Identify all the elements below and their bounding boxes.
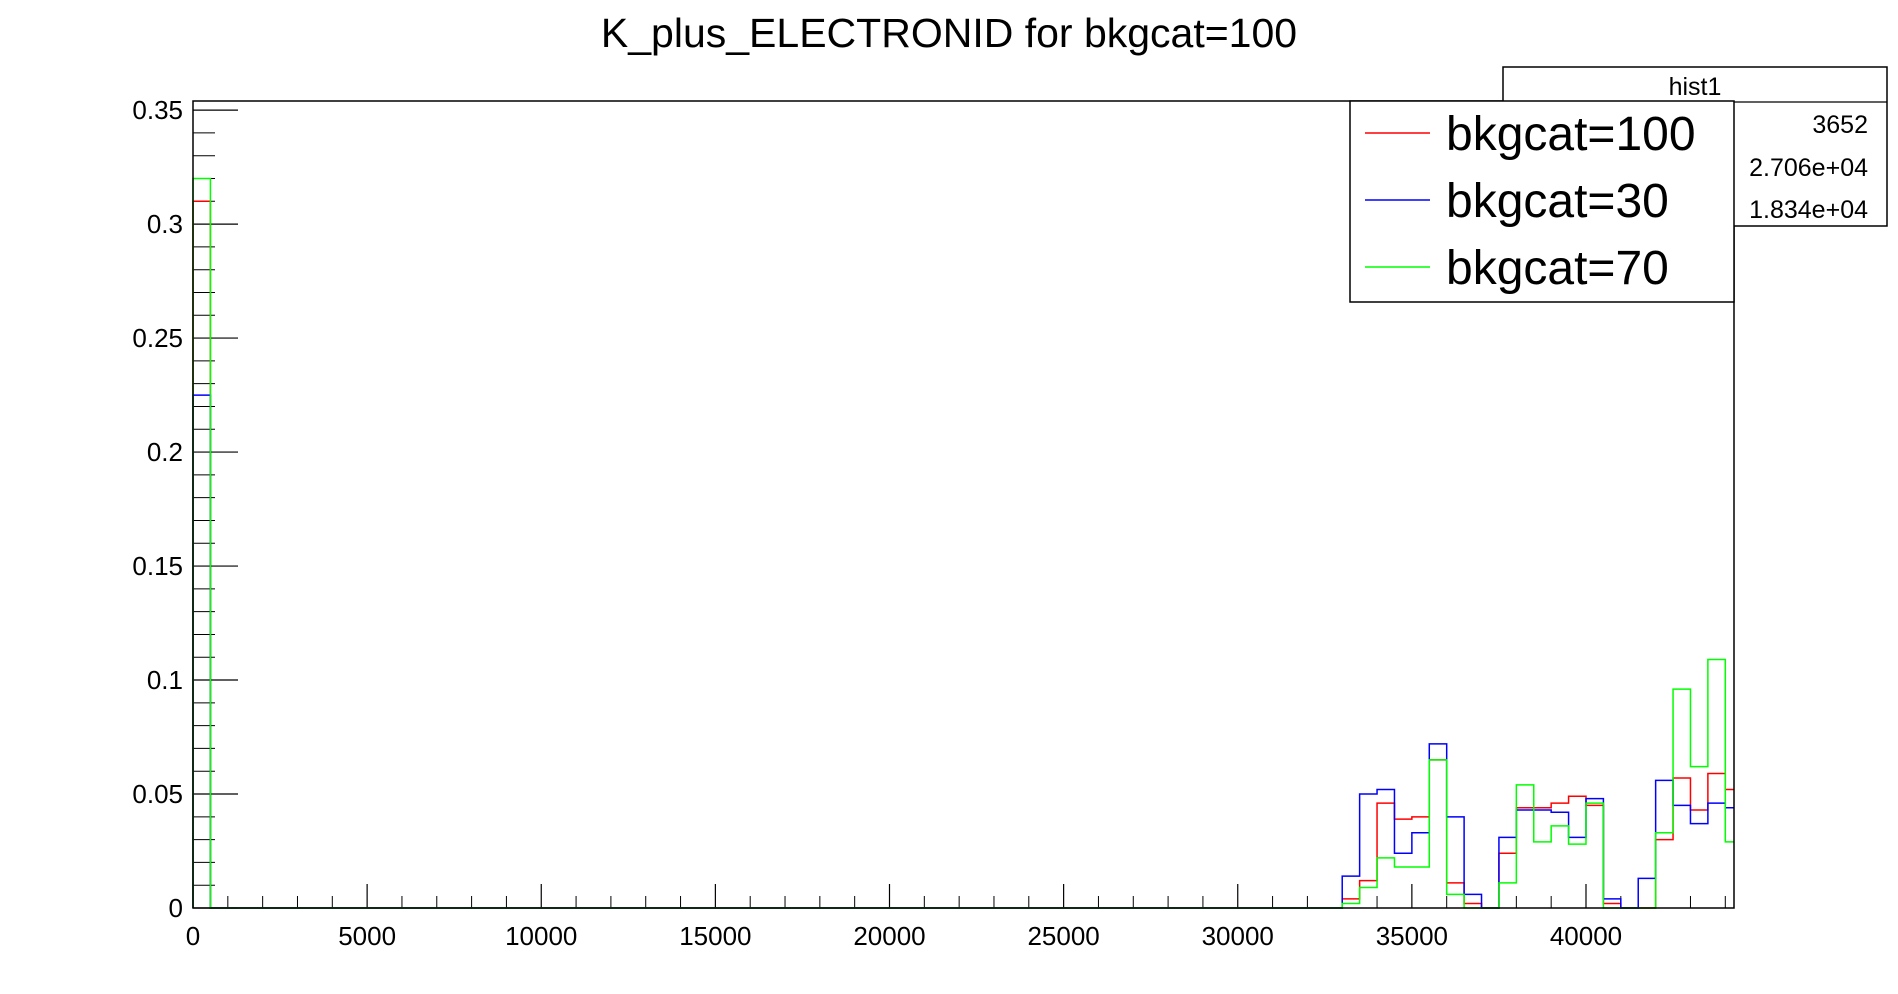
x-tick-label: 0 (186, 921, 200, 951)
legend-frame (1349, 100, 1735, 303)
x-tick-label: 20000 (853, 921, 925, 951)
plot-series (192, 177, 1734, 909)
x-tick-label: 25000 (1027, 921, 1099, 951)
x-tick-label: 5000 (338, 921, 396, 951)
stats-entries-value: 3652 (1812, 111, 1868, 139)
series-line-bkgcat-30 (192, 394, 1734, 909)
stats-box-title: hist1 (1669, 73, 1722, 101)
stats-stddev-value: 1.834e+04 (1749, 196, 1868, 224)
y-tick-label: 0.1 (147, 665, 183, 695)
x-tick-label: 15000 (679, 921, 751, 951)
legend-label-bkgcat-70: bkgcat=70 (1446, 242, 1669, 295)
stats-mean-value: 2.706e+04 (1749, 154, 1868, 182)
chart-title: K_plus_ELECTRONID for bkgcat=100 (601, 10, 1297, 56)
legend-label-bkgcat-100: bkgcat=100 (1446, 108, 1696, 161)
x-tick-label: 40000 (1550, 921, 1622, 951)
legend: bkgcat=100 bkgcat=30 bkgcat=70 (1349, 100, 1735, 303)
y-tick-label: 0.15 (132, 551, 183, 581)
y-tick-label: 0.3 (147, 209, 183, 239)
series-line-bkgcat-100 (192, 200, 1734, 909)
legend-label-bkgcat-30: bkgcat=30 (1446, 175, 1669, 228)
series-line-bkgcat-70 (192, 177, 1734, 909)
plot-frame (192, 100, 1735, 909)
plot-frame-border (192, 100, 1735, 909)
y-tick-label: 0.05 (132, 779, 183, 809)
y-tick-label: 0 (169, 893, 183, 923)
y-tick-label: 0.2 (147, 437, 183, 467)
y-tick-label: 0.25 (132, 323, 183, 353)
y-tick-label: 0.35 (132, 95, 183, 125)
axes: 0 5000 10000 15000 20000 25000 30000 35000 40000… (132, 95, 1726, 951)
x-tick-label: 10000 (505, 921, 577, 951)
x-tick-label: 30000 (1202, 921, 1274, 951)
x-tick-label: 35000 (1376, 921, 1448, 951)
